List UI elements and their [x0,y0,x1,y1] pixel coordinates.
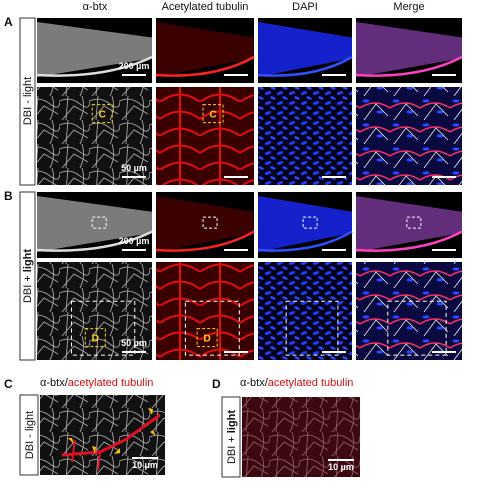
scale-label: 50 µm [121,163,147,173]
tissue-edge [36,230,153,252]
row-label-part: DBI + [226,436,238,464]
row-label-box [19,191,36,361]
tissue-edge [36,55,153,77]
micrograph [356,262,462,360]
panel-letter: B [4,189,13,203]
roi-box [285,300,339,356]
micrograph [37,262,152,360]
micrograph [40,395,165,475]
image-row: 200 µm [36,192,463,258]
roi-box [302,216,318,229]
fiber [61,413,161,457]
column-header: Acetylated tubulin [162,1,249,13]
panel-letter: A [4,15,13,29]
scale-label: 200 µm [119,61,150,71]
title-part: acetylated tubulin [68,377,154,389]
tissue-edge [355,55,463,77]
row-label: DBI + light [22,249,34,303]
panel-title: α-btx/acetylated tubulin [40,377,153,389]
tissue-edge [355,230,463,252]
image-row: C C 50 µm [37,87,462,185]
inset-label: D [204,334,211,345]
tissue-edge [257,55,353,77]
row-label-part: light [22,249,34,273]
row-label-box [19,17,36,186]
micrograph [37,87,152,185]
image-row: D D 50 µm [37,262,462,360]
title-part: α-btx/ [240,377,269,389]
inset-label: D [92,334,99,345]
tissue [356,22,462,77]
micrograph [242,397,360,477]
image-row: 200 µm [36,18,463,83]
column-header: α-btx [83,1,108,13]
fiber [71,439,101,471]
micrograph-overlay [242,397,360,477]
column-header: Merge [393,1,424,13]
roi-box [202,216,218,229]
row-label: DBI + light [226,410,238,464]
column-header: DAPI [292,1,318,13]
micrograph [258,87,352,185]
scale-label: 200 µm [119,236,150,246]
micrograph [156,262,254,360]
row-label-part: DBI + [22,275,34,303]
tissue-edge [257,230,353,252]
scale-label: 10 µm [132,460,158,470]
tissue [356,196,462,252]
tissue [156,22,254,77]
tissue [37,196,152,252]
scale-label: 50 µm [121,338,147,348]
row-label: DBI - light [24,411,36,459]
row-label-box [19,394,39,476]
micrograph [356,87,462,185]
tissue-edge [155,55,255,77]
scale-label: 10 µm [328,462,354,472]
roi-box [91,216,107,229]
inset-label: C [209,110,216,121]
row-label: DBI - light [22,77,34,125]
arrows [68,408,156,454]
inset-label: C [99,110,106,121]
row-label-box [221,396,241,478]
tissue [258,22,352,77]
title-part: acetylated tubulin [268,377,354,389]
inset-box [202,104,224,124]
roi-box [387,300,447,356]
panel-letter: D [212,377,221,391]
inset-box [196,328,218,348]
panel-title: α-btx/acetylated tubulin [240,377,353,389]
tissue-edge [155,230,255,252]
tissue [37,22,152,77]
inset-box [91,104,113,124]
roi-box [406,216,422,229]
micrograph [258,262,352,360]
title-part: α-btx/ [40,377,69,389]
panel-letter: C [4,377,13,391]
tissue [258,196,352,252]
inset-box [84,328,106,348]
row-label-part: light [226,410,238,434]
roi-box [71,300,136,356]
tissue [156,196,254,252]
roi-box [184,300,240,356]
micrograph [156,87,254,185]
